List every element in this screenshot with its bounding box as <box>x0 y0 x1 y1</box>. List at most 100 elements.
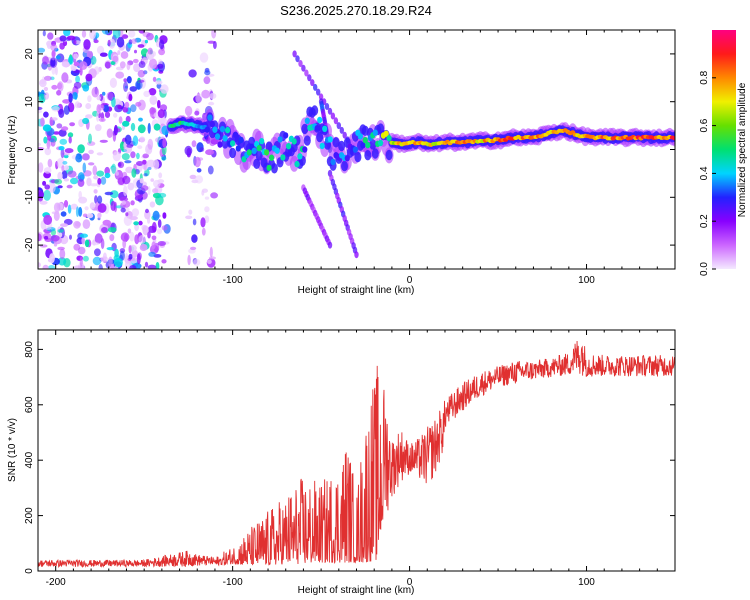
arc-mark <box>307 74 312 82</box>
speckle-mark <box>43 167 52 174</box>
speckle-mark <box>158 172 163 179</box>
speckle-mark <box>120 51 129 59</box>
arc-mark <box>313 83 318 91</box>
speckle-mark <box>162 212 167 219</box>
speckle-mark <box>184 105 193 116</box>
y-tick-label: 0 <box>24 146 35 152</box>
speckle-mark <box>62 160 68 165</box>
speckle-mark <box>93 189 98 194</box>
speckle-mark <box>86 213 94 219</box>
speckle-mark <box>185 215 193 220</box>
speckle-mark <box>143 173 148 177</box>
speckle-mark <box>134 234 140 245</box>
speckle-mark <box>97 212 102 219</box>
speckle-mark <box>38 190 45 198</box>
speckle-mark <box>158 48 166 56</box>
speckle-mark <box>104 166 110 175</box>
arc-mark <box>324 103 330 110</box>
speckle-mark <box>78 190 82 200</box>
arc-mark <box>310 79 315 87</box>
speckle-mark <box>53 202 61 213</box>
ridge-core-mark <box>225 126 231 134</box>
speckle-mark <box>63 154 69 159</box>
speckle-mark <box>88 133 92 144</box>
speckle-mark <box>79 233 88 238</box>
ridge-core-mark <box>214 133 221 140</box>
speckle-mark <box>120 232 130 242</box>
speckle-mark <box>90 55 97 65</box>
ridge-core-mark <box>386 135 392 142</box>
spectrogram-y-axis: -20 -10 0 10 20 <box>24 48 675 252</box>
speckle-mark <box>124 101 130 109</box>
speckle-mark <box>190 246 197 251</box>
speckle-mark <box>210 192 219 199</box>
snr-y-label: SNR (10 * v/v) <box>7 418 18 482</box>
speckle-mark <box>148 251 156 257</box>
speckle-mark <box>201 190 205 196</box>
speckle-mark <box>86 177 92 187</box>
snr-line <box>38 340 675 569</box>
speckle-mark <box>131 249 138 258</box>
speckle-mark <box>58 257 67 266</box>
speckle-mark <box>40 117 45 127</box>
speckle-mark <box>100 238 105 250</box>
ridge-mid-mark <box>255 150 263 161</box>
speckle-mark <box>144 39 148 44</box>
speckle-mark <box>108 227 117 233</box>
x-tick-label: -200 <box>46 577 66 588</box>
speckle-mark <box>70 177 79 185</box>
ridge-mid-mark <box>369 139 377 150</box>
speckle-mark <box>42 56 49 65</box>
speckle-mark <box>60 223 68 228</box>
y-tick-label: 10 <box>24 96 35 108</box>
ridge-core-mark <box>246 149 252 156</box>
speckle-mark <box>88 162 95 166</box>
speckle-mark <box>89 183 98 187</box>
speckle-mark <box>59 138 68 145</box>
speckle-mark <box>85 114 93 119</box>
speckle-mark <box>123 185 128 197</box>
speckle-mark <box>199 147 205 152</box>
speckle-mark <box>133 63 141 73</box>
speckle-mark <box>152 76 157 82</box>
speckle-mark <box>102 252 107 261</box>
speckle-mark <box>204 196 210 200</box>
speckle-mark <box>44 235 49 240</box>
speckle-mark <box>116 36 125 48</box>
speckle-mark <box>138 30 145 34</box>
speckle-mark <box>70 65 77 72</box>
speckle-mark <box>96 111 100 122</box>
speckle-mark <box>188 69 197 78</box>
speckle-mark <box>47 158 53 168</box>
speckle-mark <box>104 191 114 196</box>
speckle-mark <box>162 137 167 149</box>
speckle-mark <box>194 156 201 168</box>
speckle-mark <box>213 41 217 49</box>
speckle-mark <box>67 56 74 65</box>
speckle-mark <box>104 172 111 179</box>
speckle-mark <box>136 152 140 160</box>
speckle-mark <box>146 159 156 168</box>
speckle-mark <box>110 190 119 199</box>
ridge-mid-mark <box>354 151 362 163</box>
speckle-mark <box>96 45 105 55</box>
speckle-mark <box>145 208 149 214</box>
speckle-mark <box>61 61 70 68</box>
ridge-mid-mark <box>301 123 309 135</box>
speckle-mark <box>208 101 215 106</box>
speckle-mark <box>63 200 69 208</box>
speckle-mark <box>59 248 66 260</box>
arc-mark <box>318 93 324 101</box>
speckle-mark <box>43 86 49 92</box>
speckle-mark <box>138 234 146 244</box>
speckle-mark <box>59 35 67 42</box>
ridge-core-mark <box>232 131 239 138</box>
arc-mark <box>339 126 344 134</box>
x-tick-label: -200 <box>46 275 66 286</box>
speckle-mark <box>96 95 101 101</box>
speckle-mark <box>73 220 81 229</box>
speckle-mark <box>106 91 114 101</box>
speckle-mark <box>73 61 80 67</box>
speckle-mark <box>161 156 167 161</box>
speckle-mark <box>204 206 210 213</box>
